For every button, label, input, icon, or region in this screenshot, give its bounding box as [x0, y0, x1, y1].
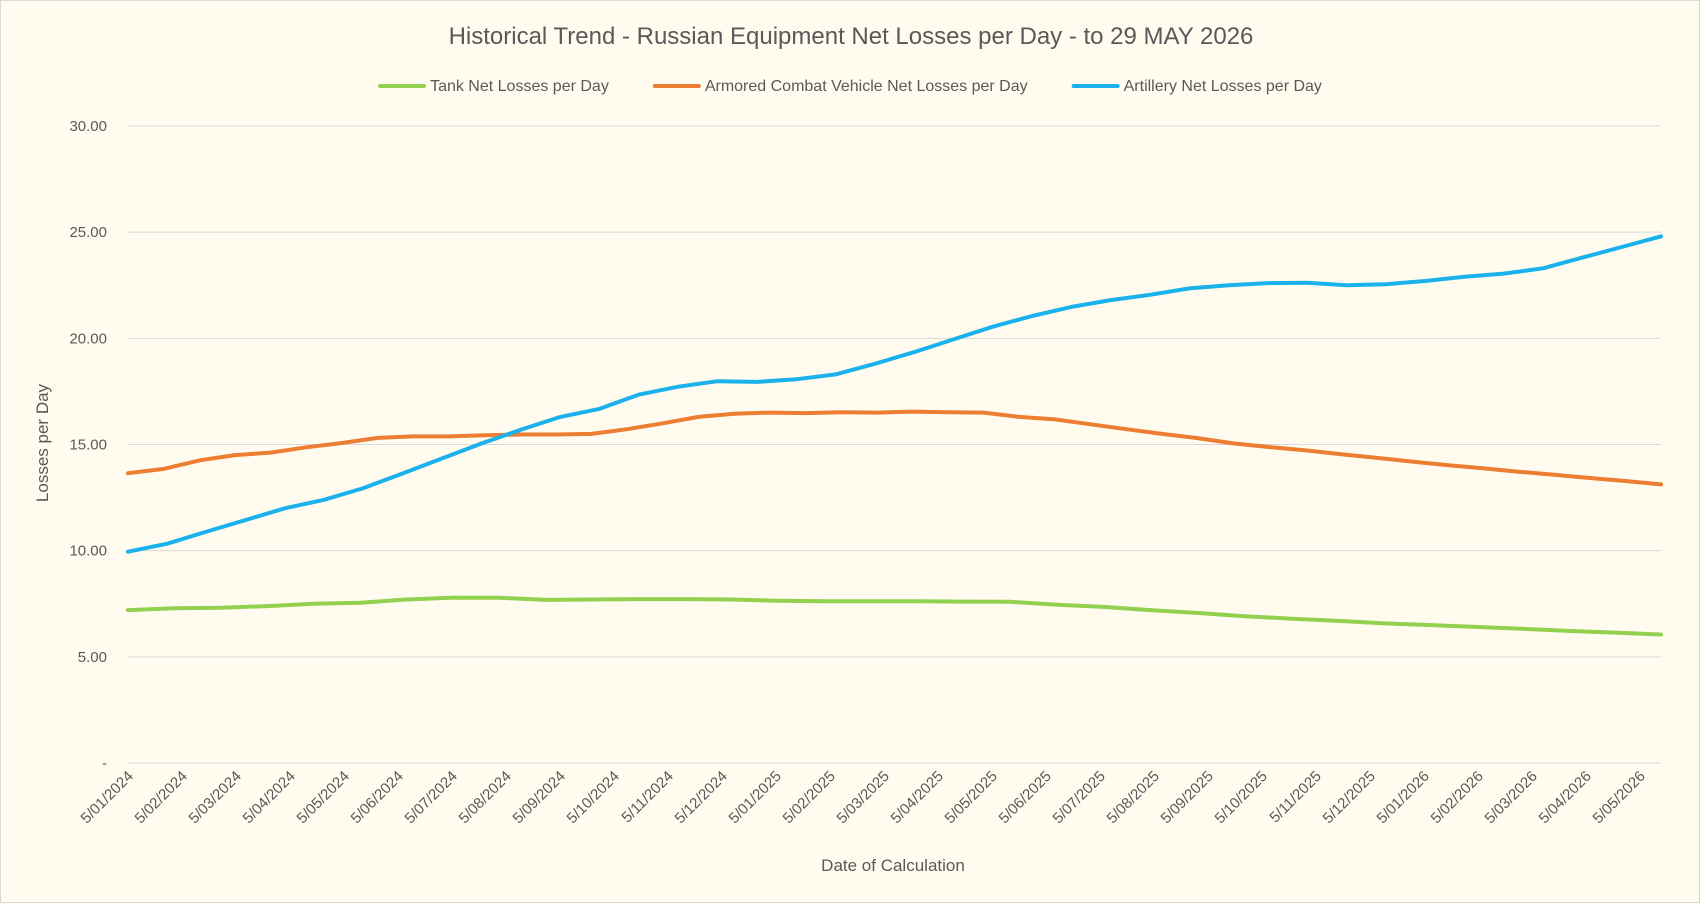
x-tick-label: 5/12/2025	[1320, 768, 1379, 827]
y-tick-label: 15.00	[69, 437, 107, 454]
x-tick-label: 5/11/2025	[1266, 768, 1324, 826]
x-tick-label: 5/09/2024	[510, 768, 569, 827]
x-tick-label: 5/03/2025	[834, 768, 893, 827]
x-tick-label: 5/06/2024	[348, 768, 407, 827]
x-tick-label: 5/10/2024	[564, 768, 623, 827]
x-tick-label: 5/04/2025	[888, 768, 947, 827]
x-tick-label: 5/02/2024	[132, 768, 191, 827]
y-tick-label: 5.00	[78, 649, 107, 666]
legend-label: Artillery Net Losses per Day	[1124, 78, 1322, 95]
series-lines	[126, 234, 1663, 637]
legend-label: Tank Net Losses per Day	[430, 78, 609, 95]
x-tick-label: 5/04/2026	[1536, 768, 1595, 827]
x-tick-label: 5/02/2025	[780, 768, 839, 827]
y-tick-label: -	[102, 755, 107, 772]
y-axis-title: Losses per Day	[33, 383, 52, 502]
x-tick-label: 5/03/2026	[1482, 768, 1541, 827]
x-tick-label: 5/08/2025	[1104, 768, 1163, 827]
y-tick-label: 25.00	[69, 224, 107, 241]
x-tick-label: 5/05/2025	[942, 768, 1001, 827]
chart-title: Historical Trend - Russian Equipment Net…	[449, 23, 1254, 50]
legend: Tank Net Losses per Day Armored Combat Ve…	[378, 78, 1322, 95]
y-tick-label: 10.00	[69, 543, 107, 560]
x-tick-label: 5/07/2024	[402, 768, 461, 827]
x-tick-label: 5/05/2026	[1590, 768, 1649, 827]
y-tick-label: 20.00	[69, 330, 107, 347]
x-tick-label: 5/01/2024	[78, 768, 137, 827]
x-tick-label: 5/04/2024	[240, 768, 299, 827]
x-tick-label: 5/09/2025	[1158, 768, 1217, 827]
x-tick-label: 5/07/2025	[1050, 768, 1109, 827]
x-tick-label: 5/02/2026	[1428, 768, 1487, 827]
x-tick-label: 5/03/2024	[186, 768, 245, 827]
gridlines	[128, 125, 1661, 764]
y-axis-ticks: - 5.00 10.00 15.00 20.00 25.00 30.00	[69, 118, 107, 772]
x-tick-label: 5/11/2024	[618, 768, 676, 826]
x-tick-label: 5/06/2025	[996, 768, 1055, 827]
x-axis-ticks: 5/01/20245/02/20245/03/20245/04/20245/05…	[78, 768, 1649, 827]
x-tick-label: 5/12/2024	[672, 768, 731, 827]
x-tick-label: 5/01/2026	[1374, 768, 1433, 827]
series-line	[126, 595, 1663, 637]
x-tick-label: 5/05/2024	[294, 768, 353, 827]
x-axis-title: Date of Calculation	[821, 856, 965, 875]
x-tick-label: 5/08/2024	[456, 768, 515, 827]
y-tick-label: 30.00	[69, 118, 107, 135]
series-line	[126, 409, 1663, 487]
x-tick-label: 5/01/2025	[726, 768, 785, 827]
legend-label: Armored Combat Vehicle Net Losses per Da…	[705, 78, 1028, 95]
series-line	[126, 234, 1663, 554]
x-tick-label: 5/10/2025	[1212, 768, 1271, 827]
